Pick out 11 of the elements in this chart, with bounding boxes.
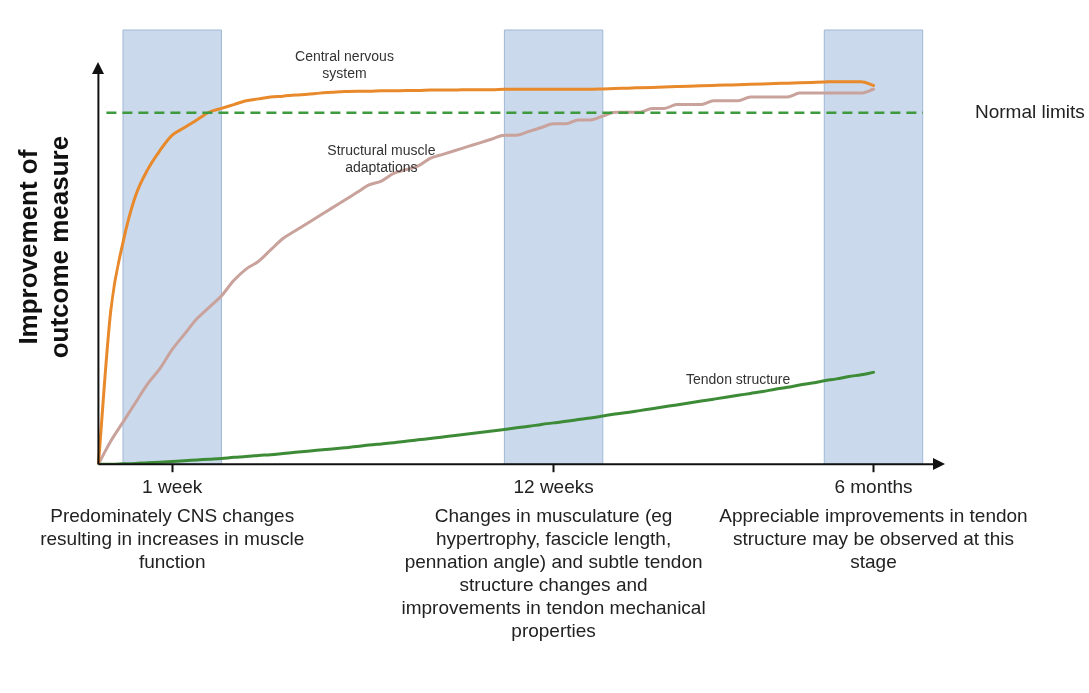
- y-axis-title: Improvement of outcome measure: [12, 135, 74, 359]
- text: Changes in musculature (eg hypertrophy, fascicle length, pennation angle) and subtle tendon structure changes and improvements in tendon mechanical properties: [400, 504, 707, 642]
- series-label: Tendon structure: [686, 371, 791, 388]
- x-tick-label: 1 week: [142, 475, 203, 497]
- x-tick-label: 12 weeks: [513, 475, 594, 497]
- x-tick-label: 6 months: [834, 475, 913, 497]
- text: Appreciable improvements in tendon structure may be observed at this stage: [718, 504, 1029, 573]
- series-label: Structural muscle adaptations: [327, 141, 436, 175]
- ref-line-label: Normal limits: [975, 100, 1085, 122]
- text: Predominately CNS changes resulting in increases in muscle function: [39, 504, 306, 573]
- series-label: Central nervous system: [295, 48, 394, 82]
